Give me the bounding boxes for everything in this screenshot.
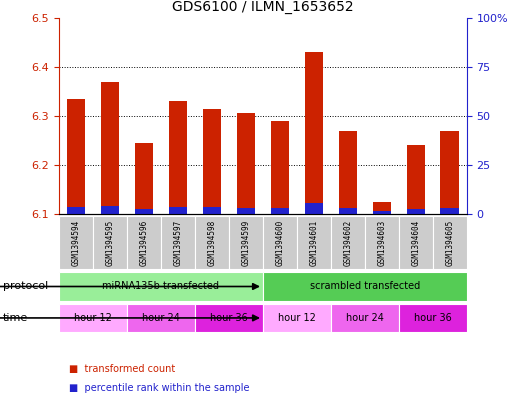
Text: GSM1394596: GSM1394596 bbox=[140, 220, 148, 266]
Bar bbox=[270, 208, 289, 214]
Bar bbox=[297, 216, 331, 269]
Bar bbox=[59, 272, 263, 301]
Text: protocol: protocol bbox=[3, 281, 48, 292]
Bar bbox=[127, 216, 161, 269]
Bar bbox=[67, 208, 85, 214]
Bar bbox=[441, 131, 459, 214]
Bar bbox=[331, 304, 399, 332]
Bar bbox=[372, 202, 391, 214]
Bar bbox=[67, 99, 85, 214]
Bar bbox=[127, 304, 195, 332]
Bar bbox=[93, 216, 127, 269]
Text: GSM1394602: GSM1394602 bbox=[343, 220, 352, 266]
Text: GSM1394598: GSM1394598 bbox=[207, 220, 216, 266]
Text: ■  percentile rank within the sample: ■ percentile rank within the sample bbox=[69, 383, 250, 393]
Bar bbox=[203, 108, 221, 214]
Text: hour 36: hour 36 bbox=[414, 313, 452, 323]
Bar bbox=[59, 304, 127, 332]
Text: GSM1394597: GSM1394597 bbox=[173, 220, 183, 266]
Bar bbox=[305, 52, 323, 214]
Bar bbox=[195, 216, 229, 269]
Bar bbox=[169, 207, 187, 214]
Bar bbox=[236, 114, 255, 214]
Text: GSM1394603: GSM1394603 bbox=[378, 220, 386, 266]
Bar bbox=[101, 206, 120, 214]
Title: GDS6100 / ILMN_1653652: GDS6100 / ILMN_1653652 bbox=[172, 0, 354, 14]
Bar bbox=[399, 216, 433, 269]
Text: GSM1394605: GSM1394605 bbox=[445, 220, 455, 266]
Bar bbox=[399, 304, 467, 332]
Bar bbox=[203, 208, 221, 214]
Bar bbox=[263, 272, 467, 301]
Bar bbox=[134, 209, 153, 214]
Bar bbox=[331, 216, 365, 269]
Bar bbox=[305, 204, 323, 214]
Bar bbox=[101, 82, 120, 214]
Text: hour 24: hour 24 bbox=[346, 313, 384, 323]
Bar bbox=[263, 304, 331, 332]
Bar bbox=[441, 208, 459, 214]
Bar bbox=[236, 208, 255, 214]
Text: hour 36: hour 36 bbox=[210, 313, 248, 323]
Text: GSM1394601: GSM1394601 bbox=[309, 220, 319, 266]
Text: GSM1394594: GSM1394594 bbox=[71, 220, 81, 266]
Bar bbox=[339, 208, 357, 214]
Bar bbox=[365, 216, 399, 269]
Text: hour 12: hour 12 bbox=[74, 313, 112, 323]
Text: time: time bbox=[3, 313, 28, 323]
Bar bbox=[406, 209, 425, 214]
Bar bbox=[161, 216, 195, 269]
Bar bbox=[263, 216, 297, 269]
Text: GSM1394595: GSM1394595 bbox=[106, 220, 114, 266]
Text: GSM1394604: GSM1394604 bbox=[411, 220, 420, 266]
Bar bbox=[372, 211, 391, 214]
Text: ■  transformed count: ■ transformed count bbox=[69, 364, 175, 375]
Text: scrambled transfected: scrambled transfected bbox=[310, 281, 420, 292]
Text: GSM1394600: GSM1394600 bbox=[275, 220, 284, 266]
Bar bbox=[270, 121, 289, 214]
Bar bbox=[59, 216, 93, 269]
Text: GSM1394599: GSM1394599 bbox=[242, 220, 250, 266]
Bar bbox=[406, 145, 425, 214]
Bar bbox=[433, 216, 467, 269]
Bar bbox=[134, 143, 153, 214]
Bar bbox=[339, 131, 357, 214]
Text: hour 12: hour 12 bbox=[278, 313, 316, 323]
Text: miRNA135b transfected: miRNA135b transfected bbox=[103, 281, 220, 292]
Bar bbox=[169, 101, 187, 214]
Bar bbox=[195, 304, 263, 332]
Bar bbox=[229, 216, 263, 269]
Text: hour 24: hour 24 bbox=[142, 313, 180, 323]
